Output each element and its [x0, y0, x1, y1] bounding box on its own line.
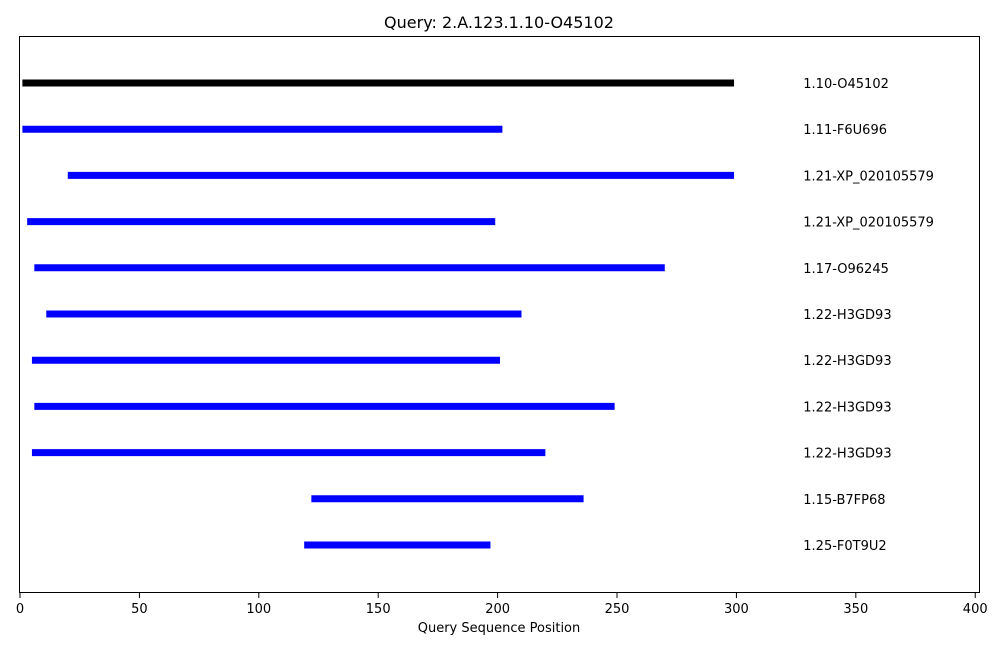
plot-frame	[19, 36, 980, 593]
row-label: 1.22-H3GD93	[803, 308, 891, 323]
x-axis-label: Query Sequence Position	[418, 621, 581, 636]
x-tick-label: 50	[131, 602, 148, 617]
bars-group	[22, 79, 735, 549]
x-tick-label: 200	[485, 602, 510, 617]
x-tick-label: 350	[843, 602, 868, 617]
x-tick-label: 400	[963, 602, 988, 617]
x-tick-label: 150	[366, 602, 391, 617]
row-label: 1.21-XP_020105579	[803, 216, 934, 231]
row-labels-group: 1.10-O45102 1.11-F6U696 1.21-XP_020105579 1…	[803, 77, 934, 554]
row-label: 1.22-H3GD93	[803, 447, 891, 462]
row-label: 1.15-B7FP68	[803, 493, 885, 508]
x-tick-label: 100	[246, 602, 271, 617]
x-axis-ticks: 0 50 100 150 200 250 300 350 400	[16, 593, 988, 617]
row-label: 1.11-F6U696	[803, 123, 887, 138]
x-tick-label: 0	[16, 602, 24, 617]
row-label: 1.25-F0T9U2	[803, 539, 886, 554]
chart-title: Query: 2.A.123.1.10-O45102	[384, 13, 614, 32]
row-label: 1.21-XP_020105579	[803, 169, 934, 184]
x-tick-label: 250	[605, 602, 630, 617]
row-label: 1.22-H3GD93	[803, 354, 891, 369]
row-label: 1.17-O96245	[803, 262, 889, 277]
x-tick-label: 300	[724, 602, 749, 617]
row-label: 1.22-H3GD93	[803, 400, 891, 415]
row-label: 1.10-O45102	[803, 77, 889, 92]
